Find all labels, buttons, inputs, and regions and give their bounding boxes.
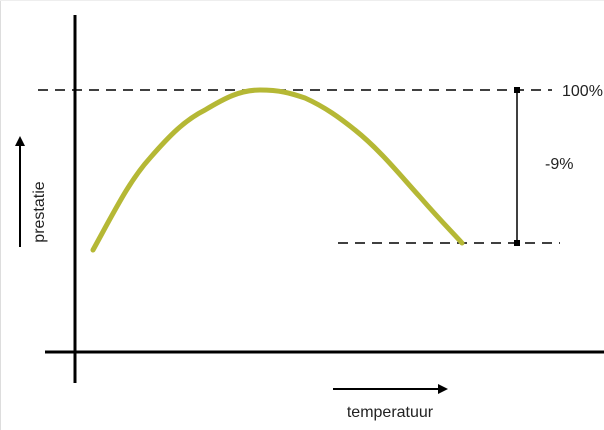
difference-label: -9% <box>545 156 573 173</box>
bracket-end <box>514 87 520 93</box>
top-label: 100% <box>562 83 603 100</box>
bracket-end <box>514 240 520 246</box>
y-axis-label: prestatie <box>31 181 48 242</box>
x-axis-label: temperatuur <box>347 404 434 421</box>
performance-curve <box>90 87 465 253</box>
